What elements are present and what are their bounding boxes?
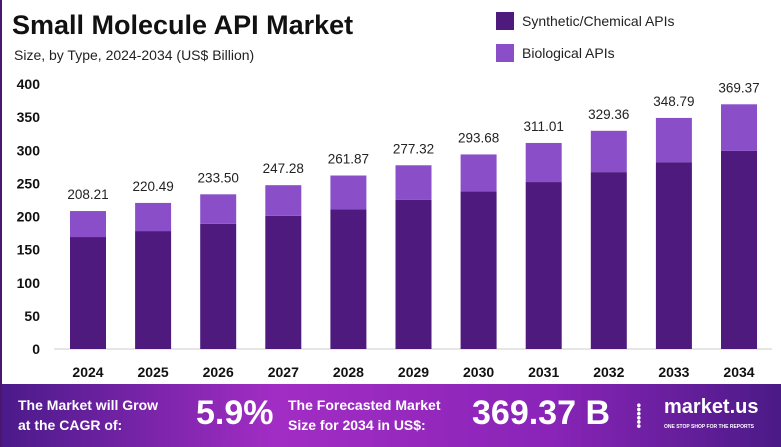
legend-item-synthetic: Synthetic/Chemical APIs	[496, 12, 675, 30]
x-tick-label: 2029	[398, 364, 429, 380]
cagr-label: The Market will Grow	[18, 397, 159, 413]
y-tick-label: 50	[24, 308, 40, 324]
y-tick-label: 250	[17, 175, 41, 191]
x-tick-label: 2034	[723, 364, 754, 380]
legend: Synthetic/Chemical APIs Biological APIs	[496, 12, 675, 76]
legend-swatch	[496, 12, 514, 30]
x-tick-label: 2028	[333, 364, 364, 380]
x-tick-label: 2031	[528, 364, 559, 380]
x-tick-label: 2033	[658, 364, 689, 380]
bar-synthetic	[330, 209, 367, 349]
cagr-value: 5.9%	[196, 394, 274, 432]
bar-biological	[265, 185, 302, 216]
data-label: 369.37	[718, 80, 759, 95]
x-tick-label: 2026	[203, 364, 234, 380]
forecast-label: The Forecasted Market	[288, 397, 441, 413]
bar-biological	[200, 194, 237, 224]
y-tick-label: 150	[17, 242, 41, 258]
data-label: 277.32	[393, 141, 434, 156]
y-tick-label: 400	[17, 76, 41, 92]
data-label: 247.28	[263, 161, 304, 176]
bar-synthetic	[460, 191, 497, 349]
logo-icon: ⸽	[636, 403, 642, 428]
forecast-label-2: Size for 2034 in US$:	[288, 417, 426, 433]
data-label: 261.87	[328, 152, 369, 167]
y-tick-label: 100	[17, 275, 41, 291]
x-tick-label: 2024	[72, 364, 103, 380]
bar-synthetic	[655, 162, 692, 349]
bar-synthetic	[135, 231, 172, 349]
data-label: 293.68	[458, 130, 499, 145]
data-label: 329.36	[588, 107, 629, 122]
data-label: 311.01	[524, 119, 564, 134]
bar-synthetic	[590, 172, 627, 349]
legend-label: Synthetic/Chemical APIs	[522, 13, 675, 29]
bar-synthetic	[70, 237, 106, 349]
bar-chart: 0 50 100 150 200 250 300 350 400 208.21 2024 220.49…	[17, 76, 772, 380]
data-label: 220.49	[132, 179, 173, 194]
data-label: 208.21	[67, 187, 108, 202]
bar-biological	[330, 175, 367, 210]
bar-biological	[590, 130, 627, 173]
cagr-label-2: at the CAGR of:	[18, 417, 123, 433]
bar-biological	[655, 117, 692, 163]
y-tick-label: 350	[17, 109, 41, 125]
chart-subtitle: Size, by Type, 2024-2034 (US$ Billion)	[14, 47, 255, 63]
bar-synthetic	[200, 223, 237, 349]
legend-item-biological: Biological APIs	[496, 44, 675, 62]
chart-title: Small Molecule API Market	[12, 10, 354, 40]
data-label: 348.79	[653, 94, 694, 109]
bar-synthetic	[721, 150, 757, 349]
bar-synthetic	[395, 199, 432, 349]
bar-biological	[70, 211, 106, 238]
brand-tagline: ONE STOP SHOP FOR THE REPORTS	[664, 424, 755, 430]
x-tick-label: 2032	[593, 364, 624, 380]
x-tick-label: 2027	[268, 364, 299, 380]
x-tick-label: 2030	[463, 364, 494, 380]
bar-biological	[721, 104, 757, 151]
summary-banner: The Market will Grow at the CAGR of: 5.9%…	[2, 384, 781, 447]
bar-biological	[135, 202, 172, 232]
legend-label: Biological APIs	[522, 45, 615, 61]
forecast-value: 369.37 B	[472, 394, 610, 432]
bar-biological	[525, 142, 562, 183]
bar-biological	[395, 165, 432, 200]
legend-swatch	[496, 44, 514, 62]
data-label: 233.50	[198, 170, 239, 185]
bar-biological	[460, 154, 497, 192]
y-tick-label: 0	[32, 341, 40, 357]
brand-name: market.us	[664, 396, 759, 418]
x-tick-label: 2025	[138, 364, 169, 380]
bar-synthetic	[525, 182, 562, 349]
bar-synthetic	[265, 215, 302, 349]
y-tick-label: 200	[17, 209, 41, 225]
y-tick-label: 300	[17, 142, 41, 158]
